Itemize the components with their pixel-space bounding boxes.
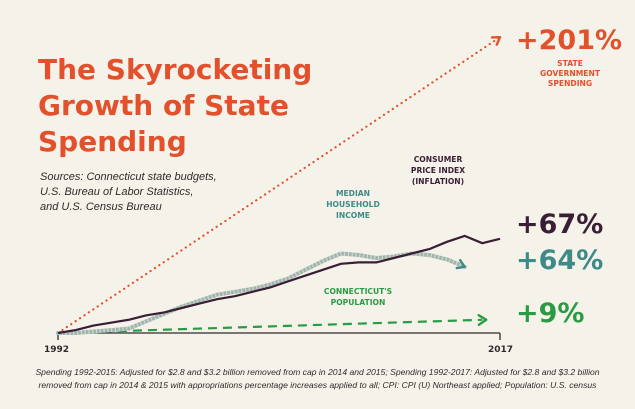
series-label-income: INCOME <box>336 211 370 220</box>
series-label-spending: STATE <box>557 59 583 68</box>
series-line-cpi <box>57 234 501 335</box>
title-line: Spending <box>38 125 187 158</box>
series-label-population: CONNECTICUT'S <box>324 287 392 296</box>
sources-line: and U.S. Census Bureau <box>40 201 162 213</box>
final-value-cpi: +67% <box>516 209 603 240</box>
sources-note: Sources: Connecticut state budgets, U.S.… <box>40 170 217 215</box>
chart-title: The Skyrocketing Growth of State Spendin… <box>38 52 318 160</box>
x-tick-label-end: 2017 <box>488 345 513 355</box>
series-label-cpi: PRICE INDEX <box>411 166 465 175</box>
footnote-line: Spending 1992-2015: Adjusted for $2.8 an… <box>35 367 600 377</box>
final-value-spending: +201% <box>516 25 622 56</box>
series-stripes-income <box>58 251 466 335</box>
series-line-spending <box>56 36 502 335</box>
series-label-population: POPULATION <box>331 298 386 307</box>
series-label-spending: SPENDING <box>548 79 592 88</box>
sources-line: Sources: Connecticut state budgets, <box>40 171 217 183</box>
sources-line: U.S. Bureau of Labor Statistics, <box>40 186 194 198</box>
series-label-cpi: (INFLATION) <box>412 177 464 186</box>
series-label-cpi: CONSUMER <box>414 155 463 164</box>
footnote-line: removed from cap in 2014 & 2015 with app… <box>38 380 597 390</box>
series-label-income: HOUSEHOLD <box>326 200 380 209</box>
series-label-income: MEDIAN <box>336 189 370 198</box>
title-line: The Skyrocketing <box>38 53 313 86</box>
series-label-spending: GOVERNMENT <box>540 69 601 78</box>
title-line: Growth of State <box>38 89 289 122</box>
x-tick-label-start: 1992 <box>44 345 69 355</box>
final-value-population: +9% <box>516 298 584 329</box>
series-arrow-spending <box>490 36 502 46</box>
series-line-population <box>57 318 483 335</box>
series-arrow-income <box>455 259 466 270</box>
final-value-income: +64% <box>516 245 603 276</box>
footnote: Spending 1992-2015: Adjusted for $2.8 an… <box>10 366 625 392</box>
series-arrow-population <box>477 314 488 326</box>
